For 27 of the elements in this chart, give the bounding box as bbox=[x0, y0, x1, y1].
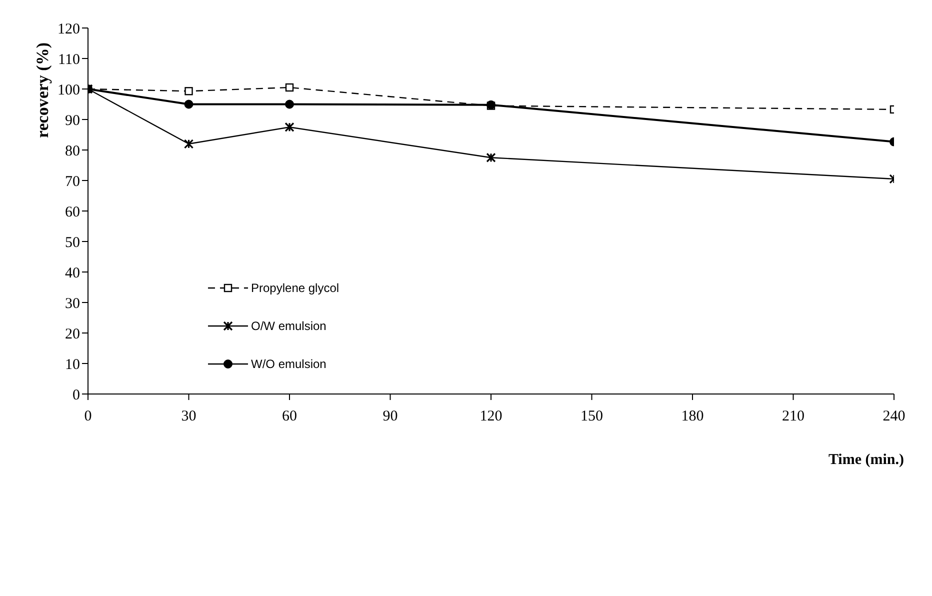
y-axis-title: recovery (%) bbox=[33, 42, 52, 138]
y-tick-label: 0 bbox=[72, 387, 80, 404]
y-tick-label: 90 bbox=[65, 112, 80, 129]
y-tick-label: 70 bbox=[65, 174, 80, 190]
x-tick-label: 240 bbox=[882, 408, 906, 425]
y-tick-label: 60 bbox=[65, 204, 80, 220]
x-tick-label: 90 bbox=[382, 408, 398, 425]
x-tick-label: 30 bbox=[181, 408, 196, 425]
x-axis-title: Time (min.) bbox=[828, 452, 904, 468]
y-tick-label: 50 bbox=[65, 234, 80, 251]
x-tick-label: 210 bbox=[782, 408, 804, 425]
legend-label: W/O emulsion bbox=[251, 357, 326, 371]
y-tick-label: 20 bbox=[65, 326, 80, 342]
y-tick-label: 40 bbox=[65, 265, 80, 282]
legend-label: Propylene glycol bbox=[251, 281, 340, 295]
y-tick-label: 100 bbox=[58, 82, 80, 98]
y-tick-label: 10 bbox=[65, 356, 80, 373]
x-tick-label: 180 bbox=[681, 408, 704, 425]
x-tick-label: 0 bbox=[84, 408, 92, 425]
x-tick-label: 120 bbox=[480, 408, 502, 425]
legend-label: O/W emulsion bbox=[251, 319, 326, 333]
y-tick-label: 110 bbox=[58, 52, 80, 68]
y-tick-label: 30 bbox=[65, 296, 80, 312]
x-tick-label: 60 bbox=[282, 408, 297, 425]
x-tick-label: 150 bbox=[580, 408, 603, 425]
y-tick-label: 120 bbox=[58, 21, 80, 38]
y-tick-label: 80 bbox=[65, 143, 80, 160]
